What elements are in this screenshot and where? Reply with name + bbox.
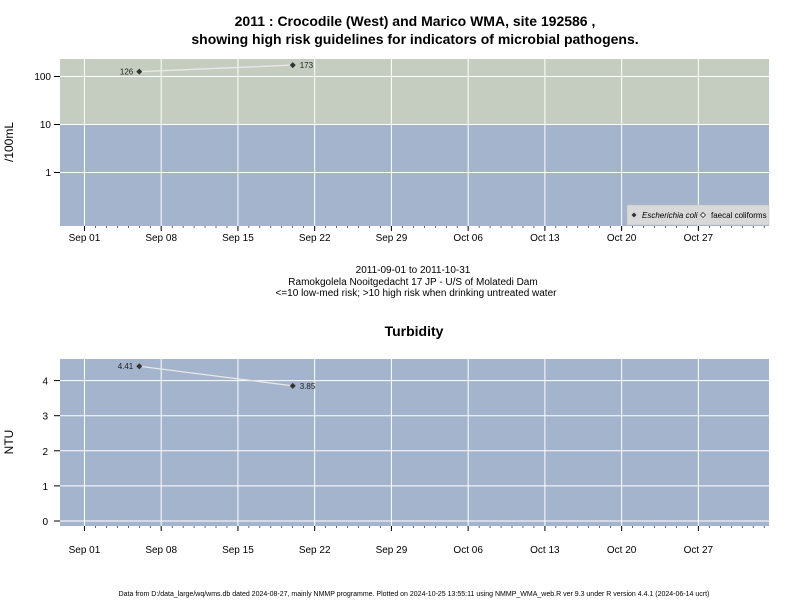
plot-background (60, 359, 769, 526)
x-tick-label: Sep 08 (145, 545, 177, 556)
legend-marker-open-diamond (699, 211, 707, 219)
chart1-plot-area: 1 10 100 Sep 01 Sep 08 Sep 15 Sep 22 Sep 29 Oct … (34, 59, 769, 244)
x-tick-label: Sep 29 (376, 233, 408, 244)
x-tick-label: Sep 15 (222, 545, 254, 556)
x-tick-label: Oct 20 (607, 233, 637, 244)
chart1-legend: Escherichia coli faecal coliforms (626, 204, 770, 226)
legend-label-e-coli: Escherichia coli (642, 211, 698, 220)
chart1-title-line1: 2011 : Crocodile (West) and Marico WMA, … (235, 13, 596, 29)
chart1-subtitle-date-range: 2011-09-01 to 2011-10-31 (356, 265, 471, 276)
data-point (289, 382, 296, 389)
chart1-subtitle-risk-note: <=10 low-med risk; >10 high risk when dr… (276, 288, 558, 299)
x-tick-label: Sep 22 (299, 545, 331, 556)
series-line (139, 365, 293, 387)
footer-note: Data from D:/data_large/wq/wms.db dated … (119, 591, 710, 598)
data-label: 3.85 (300, 382, 316, 391)
legend-box (626, 204, 770, 226)
y-tick-label: 1 (42, 482, 48, 493)
x-tick-label: Oct 27 (684, 545, 714, 556)
x-tick-label: Sep 22 (299, 233, 331, 244)
data-label: 173 (300, 61, 314, 70)
x-tick-label: Oct 13 (530, 233, 560, 244)
legend-marker-filled-diamond (631, 212, 637, 218)
chart1-title-line2: showing high risk guidelines for indicat… (191, 31, 638, 47)
y-tick-label: 0 (42, 517, 48, 528)
data-point (136, 68, 143, 75)
x-tick-label: Sep 29 (376, 545, 408, 556)
x-tick-label: Oct 06 (453, 233, 483, 244)
series-line (139, 64, 293, 73)
y-tick-label: 100 (34, 72, 51, 83)
y-tick-label: 2 (42, 447, 48, 458)
high-risk-zone (60, 59, 769, 125)
data-label: 126 (120, 68, 134, 77)
y-tick-label: 1 (45, 168, 51, 179)
chart2-plot-area: 0 1 2 3 4 Sep 01 Sep 08 Sep 15 Sep 22 Sep 29 Oct 0… (42, 359, 769, 556)
x-tick-label: Oct 13 (530, 545, 560, 556)
data-label: 4.41 (118, 362, 134, 371)
x-tick-label: Sep 01 (69, 233, 101, 244)
y-tick-label: 4 (42, 377, 48, 388)
data-point (136, 363, 143, 370)
x-tick-label: Oct 27 (684, 233, 714, 244)
chart1-y-axis-label: /100mL (2, 122, 16, 162)
x-tick-label: Sep 01 (69, 545, 101, 556)
x-tick-label: Oct 20 (607, 545, 637, 556)
data-point (289, 62, 296, 69)
x-tick-label: Oct 06 (453, 545, 483, 556)
x-tick-label: Sep 08 (145, 233, 177, 244)
chart2-title: Turbidity (385, 323, 444, 339)
x-tick-label: Sep 15 (222, 233, 254, 244)
y-tick-label: 10 (40, 120, 52, 131)
y-tick-label: 3 (42, 412, 48, 423)
chart1-subtitle-site: Ramokgolela Nooitgedacht 17 JP - U/S of … (288, 277, 537, 288)
chart2-y-axis-label: NTU (2, 430, 16, 455)
legend-label-faecal-coliforms: faecal coliforms (711, 211, 767, 220)
